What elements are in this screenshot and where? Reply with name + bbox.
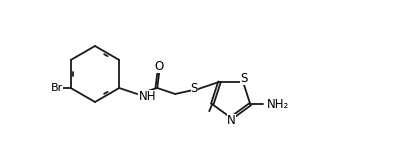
Text: S: S (240, 72, 248, 85)
Text: NH: NH (139, 89, 157, 103)
Text: O: O (155, 61, 164, 73)
Text: NH₂: NH₂ (267, 98, 289, 111)
Text: Br: Br (50, 83, 63, 93)
Text: N: N (227, 115, 236, 128)
Text: S: S (191, 83, 198, 95)
